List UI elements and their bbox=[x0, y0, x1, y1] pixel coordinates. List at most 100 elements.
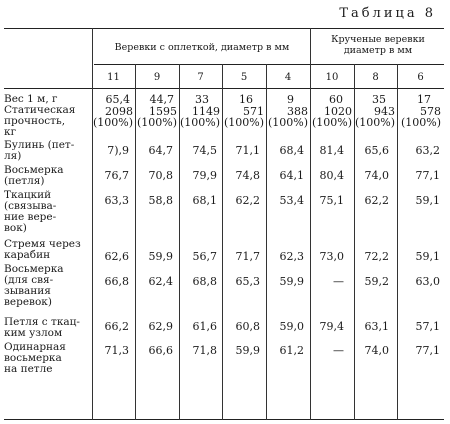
rule-header bbox=[4, 88, 444, 89]
row-label-single-figure-eight: Одинарная восьмерка на петле bbox=[4, 341, 66, 375]
table-cell: 68,1 bbox=[192, 194, 218, 207]
table-cell: 68,4 bbox=[279, 144, 305, 157]
table-cell: 59,1 bbox=[415, 250, 441, 263]
table-cell: 65,6 bbox=[364, 144, 390, 157]
table-cell: — bbox=[333, 344, 344, 357]
table-cell: 63,0 bbox=[415, 275, 441, 288]
table-cell: 59,9 bbox=[235, 344, 261, 357]
table-cell: 74,0 bbox=[364, 344, 390, 357]
table-cell: 66,6 bbox=[148, 344, 174, 357]
table-cell: 388 (100%) bbox=[267, 105, 308, 129]
table-cell: 62,4 bbox=[148, 275, 174, 288]
table-cell: 62,3 bbox=[279, 250, 305, 263]
table-cell: 62,2 bbox=[235, 194, 261, 207]
table-cell: 65,3 bbox=[235, 275, 261, 288]
rule-bottom bbox=[4, 419, 444, 420]
table-cell: 61,2 bbox=[279, 344, 305, 357]
rope-knot-table: Веревки с оплеткой, диаметр в мм Кручены… bbox=[4, 28, 444, 420]
table-cell: 58,8 bbox=[148, 194, 174, 207]
table-cell: 578 (100%) bbox=[400, 105, 441, 129]
row-label-bowline: Булинь (пет- ля) bbox=[4, 139, 75, 162]
table-cell: 74,8 bbox=[235, 169, 261, 182]
diameter-header: 11 bbox=[107, 72, 120, 83]
row-label-weaver-loop: Петля с ткац- ким узлом bbox=[4, 316, 80, 339]
table-cell: 53,4 bbox=[279, 194, 305, 207]
table-cell: 44,7 bbox=[149, 93, 175, 106]
table-cell: 63,2 bbox=[415, 144, 441, 157]
table-cell: 72,2 bbox=[364, 250, 390, 263]
table-cell: 57,1 bbox=[415, 320, 441, 333]
table-cell: 77,1 bbox=[415, 344, 441, 357]
table-cell: 73,0 bbox=[319, 250, 345, 263]
rule-col bbox=[397, 64, 398, 420]
table-cell: 71,8 bbox=[192, 344, 218, 357]
table-cell: 80,4 bbox=[319, 169, 345, 182]
table-cell: 71,7 bbox=[235, 250, 261, 263]
diameter-header: 5 bbox=[240, 72, 248, 83]
table-cell: 66,2 bbox=[104, 320, 130, 333]
row-label-stirrup: Стремя через карабин bbox=[4, 238, 81, 261]
row-label-weight: Вес 1 м, г bbox=[4, 93, 58, 105]
table-cell: 60 bbox=[329, 93, 343, 106]
table-cell: 7),9 bbox=[107, 144, 129, 157]
table-cell: 59,9 bbox=[148, 250, 174, 263]
group-header-braided: Веревки с оплеткой, диаметр в мм bbox=[114, 42, 290, 53]
table-cell: 2098 (100%) bbox=[92, 105, 133, 129]
table-cell: 1149 (100%) bbox=[179, 105, 220, 129]
rule-col bbox=[222, 64, 223, 420]
table-cell: 33 bbox=[195, 93, 209, 106]
table-cell: 74,5 bbox=[192, 144, 218, 157]
group-header-twisted: Крученые веревки диаметр в мм bbox=[331, 34, 425, 56]
table-cell: 63,1 bbox=[364, 320, 390, 333]
diameter-header: 9 bbox=[153, 72, 161, 83]
table-cell: 79,4 bbox=[319, 320, 345, 333]
rule-col bbox=[354, 64, 355, 420]
table-cell: 75,1 bbox=[319, 194, 345, 207]
table-cell: 63,3 bbox=[104, 194, 130, 207]
row-label-weavers-knot: Ткацкий (связыва- ние вере- вок) bbox=[4, 189, 57, 234]
diameter-header: 8 bbox=[372, 72, 379, 83]
table-cell: 68,8 bbox=[192, 275, 218, 288]
table-cell: 70,8 bbox=[148, 169, 174, 182]
table-cell: — bbox=[333, 275, 344, 288]
row-label-strength: Статическая прочность, кг bbox=[4, 104, 76, 138]
table-cell: 59,1 bbox=[415, 194, 441, 207]
table-cell: 64,1 bbox=[279, 169, 305, 182]
rule-col bbox=[135, 64, 136, 420]
table-cell: 59,2 bbox=[364, 275, 390, 288]
rule-group-divider bbox=[310, 28, 311, 420]
diameter-header: 10 bbox=[325, 72, 339, 83]
table-cell: 64,7 bbox=[148, 144, 174, 157]
table-cell: 62,2 bbox=[364, 194, 390, 207]
table-cell: 62,9 bbox=[148, 320, 174, 333]
rule-col bbox=[266, 64, 267, 420]
rule-col bbox=[179, 64, 180, 420]
table-cell: 79,9 bbox=[192, 169, 218, 182]
table-cell: 56,7 bbox=[192, 250, 218, 263]
diameter-header: 4 bbox=[284, 72, 292, 83]
table-cell: 74,0 bbox=[364, 169, 390, 182]
diameter-header: 6 bbox=[417, 72, 424, 83]
table-cell: 9 bbox=[287, 93, 294, 106]
table-cell: 1595 (100%) bbox=[136, 105, 177, 129]
table-cell: 71,1 bbox=[235, 144, 261, 157]
table-cell: 571 (100%) bbox=[223, 105, 264, 129]
table-cell: 66,8 bbox=[104, 275, 130, 288]
row-label-figure-eight-loop: Восьмерка (петля) bbox=[4, 164, 64, 187]
table-cell: 59,0 bbox=[279, 320, 305, 333]
table-cell: 76,7 bbox=[104, 169, 130, 182]
row-label-figure-eight-join: Восьмерка (для свя- зывания веревок) bbox=[4, 263, 64, 308]
table-cell: 17 bbox=[417, 93, 431, 106]
table-cell: 61,6 bbox=[192, 320, 218, 333]
table-cell: 60,8 bbox=[235, 320, 261, 333]
table-caption: Таблица 8 bbox=[339, 6, 436, 21]
table-cell: 71,3 bbox=[104, 344, 130, 357]
table-cell: 1020 (100%) bbox=[311, 105, 352, 129]
rule-label-col bbox=[92, 28, 93, 420]
diameter-header: 7 bbox=[197, 72, 204, 83]
table-cell: 81,4 bbox=[319, 144, 345, 157]
table-cell: 35 bbox=[372, 93, 386, 106]
table-cell: 62,6 bbox=[104, 250, 130, 263]
table-cell: 59,9 bbox=[279, 275, 305, 288]
rule-top bbox=[4, 28, 444, 29]
